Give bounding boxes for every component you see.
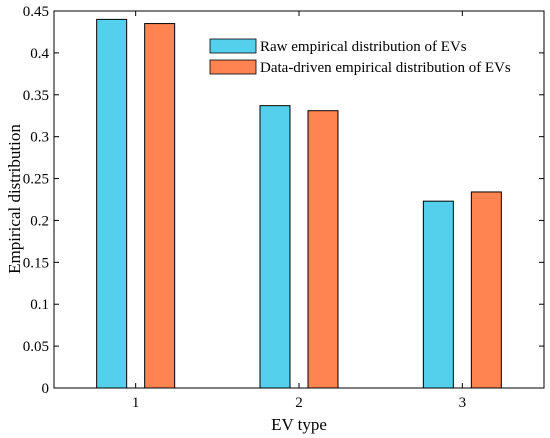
bars [96, 18, 502, 389]
x-axis: 1 2 3 [132, 11, 466, 411]
y-tick-label: 0.3 [30, 130, 49, 146]
y-tick-label: 0 [42, 381, 50, 397]
y-tick-label: 0.35 [23, 88, 49, 104]
plot-area-border [53, 10, 545, 389]
bar-data-driven-type-2 [307, 110, 339, 389]
legend-swatch-raw [209, 38, 257, 54]
y-axis: 0 0.05 0.1 0.15 0.2 0.25 0.3 0.35 0.4 0.45 [23, 4, 544, 397]
x-tick-label: 3 [459, 395, 467, 411]
y-tick-label: 0.1 [30, 297, 49, 313]
legend-label-raw: Raw empirical distribution of EVs [260, 39, 467, 55]
x-axis-title: EV type [271, 415, 327, 434]
bar-data-driven-type-1 [144, 23, 176, 389]
legend: Raw empirical distribution of EVs Data-d… [209, 38, 511, 76]
legend-swatch-data-driven [209, 59, 257, 75]
y-tick-label: 0.45 [23, 4, 49, 20]
y-tick-label: 0.2 [30, 213, 49, 229]
bar-raw-type-3 [422, 200, 454, 389]
legend-label-data-driven: Data-driven empirical distribution of EV… [260, 60, 511, 76]
y-tick-label: 0.25 [23, 172, 49, 188]
y-tick-label: 0.05 [23, 339, 49, 355]
bar-raw-type-1 [96, 18, 128, 389]
y-axis-title: Empirical distribution [5, 124, 24, 274]
y-tick-label: 0.15 [23, 255, 49, 271]
y-tick-label: 0.4 [30, 46, 49, 62]
x-tick-label: 1 [132, 395, 140, 411]
bar-data-driven-type-3 [470, 191, 502, 389]
bar-raw-type-2 [259, 105, 291, 389]
plot-area-background [54, 11, 544, 388]
x-tick-label: 2 [295, 395, 303, 411]
